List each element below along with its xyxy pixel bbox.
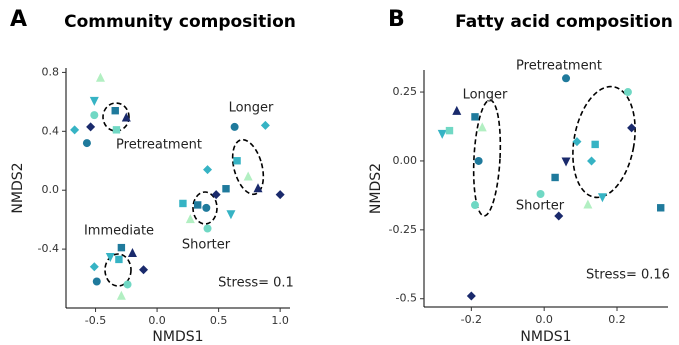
point xyxy=(82,139,91,148)
point xyxy=(139,265,149,275)
point xyxy=(561,157,571,167)
point xyxy=(587,156,597,166)
point xyxy=(471,113,479,121)
point xyxy=(111,106,119,115)
y-tick-label: 0.8 xyxy=(42,65,60,78)
point xyxy=(452,105,462,115)
point xyxy=(572,137,582,147)
panel-label: B xyxy=(388,7,405,32)
point xyxy=(86,122,96,132)
point xyxy=(202,203,211,212)
point xyxy=(89,96,99,106)
x-tick-label: 0.5 xyxy=(210,314,228,327)
point xyxy=(477,122,487,132)
point xyxy=(551,173,559,182)
annotation: Longer xyxy=(463,88,508,103)
point xyxy=(116,290,126,300)
point xyxy=(275,190,285,200)
point xyxy=(226,210,236,220)
x-tick-label: -0.2 xyxy=(461,313,482,326)
point xyxy=(123,280,132,289)
point xyxy=(70,125,80,135)
point xyxy=(90,111,99,120)
y-tick-label: -0.5 xyxy=(396,292,417,305)
y-tick-label: 0.00 xyxy=(393,154,418,167)
y-axis-label: NMDS2 xyxy=(10,162,26,213)
point xyxy=(536,190,545,199)
group-ellipse xyxy=(231,138,265,196)
point xyxy=(112,126,121,134)
point xyxy=(203,224,212,233)
point xyxy=(470,201,479,210)
point xyxy=(562,74,571,83)
point xyxy=(554,211,564,221)
point xyxy=(92,277,101,286)
point xyxy=(127,248,137,258)
annotation: Immediate xyxy=(84,224,154,239)
y-tick-label: -0.4 xyxy=(38,242,59,255)
annotation: Stress= 0.1 xyxy=(218,276,294,291)
chart-title: Fatty acid composition xyxy=(455,12,673,32)
x-tick-label: 0.2 xyxy=(608,313,626,326)
point xyxy=(597,193,607,203)
point xyxy=(193,201,202,209)
point xyxy=(233,157,241,165)
annotation: Stress= 0.16 xyxy=(586,268,670,283)
x-tick-label: 1.0 xyxy=(271,314,289,327)
point xyxy=(222,185,230,193)
y-tick-label: -0.25 xyxy=(389,223,417,236)
y-tick-label: 0.0 xyxy=(42,183,60,196)
point xyxy=(117,243,126,252)
point xyxy=(211,190,221,200)
point xyxy=(657,204,665,212)
annotation: Shorter xyxy=(182,238,231,253)
x-tick-label: 0.0 xyxy=(535,313,553,326)
point xyxy=(105,252,115,262)
point xyxy=(583,199,593,209)
group-ellipse xyxy=(104,253,132,287)
point xyxy=(623,88,632,97)
point xyxy=(185,214,195,224)
x-tick-label: -0.5 xyxy=(85,314,106,327)
point xyxy=(95,72,105,82)
point xyxy=(89,262,99,272)
annotation: Longer xyxy=(229,101,274,116)
point xyxy=(230,122,239,131)
point xyxy=(474,156,483,165)
chart-title: Community composition xyxy=(64,12,296,32)
point xyxy=(466,291,476,301)
y-axis-label: NMDS2 xyxy=(368,163,384,214)
point xyxy=(121,112,131,122)
point xyxy=(437,129,447,139)
group-ellipse xyxy=(572,85,636,199)
point xyxy=(445,126,454,135)
group-ellipse xyxy=(472,99,502,217)
annotation: Pretreatment xyxy=(116,138,202,153)
point xyxy=(243,171,253,181)
annotation: Shorter xyxy=(516,199,565,214)
y-tick-label: 0.4 xyxy=(42,124,60,137)
x-tick-label: 0.0 xyxy=(148,314,166,327)
annotation: Pretreatment xyxy=(516,59,602,74)
group-ellipse xyxy=(192,191,218,225)
x-axis-label: NMDS1 xyxy=(152,329,203,345)
point xyxy=(591,140,599,149)
point xyxy=(260,120,270,130)
group-ellipse xyxy=(102,102,130,132)
point xyxy=(627,123,637,133)
point xyxy=(203,165,213,175)
x-axis-label: NMDS1 xyxy=(520,329,571,345)
y-tick-label: 0.25 xyxy=(393,85,418,98)
point xyxy=(253,183,263,193)
point xyxy=(179,199,187,208)
point xyxy=(115,255,123,264)
panel-label: A xyxy=(10,7,27,32)
